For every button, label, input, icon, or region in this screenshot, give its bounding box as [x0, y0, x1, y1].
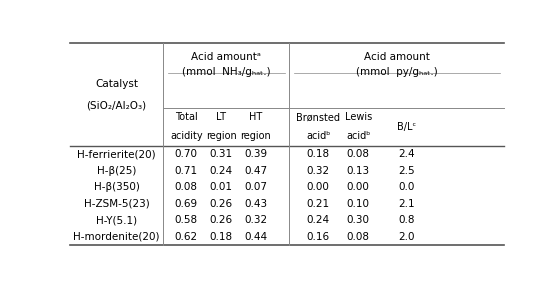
Text: Lewis: Lewis: [344, 112, 372, 122]
Text: 0.26: 0.26: [209, 199, 232, 209]
Text: 0.08: 0.08: [347, 232, 370, 242]
Text: 0.01: 0.01: [209, 182, 232, 192]
Text: 0.58: 0.58: [175, 215, 198, 225]
Text: 0.43: 0.43: [244, 199, 267, 209]
Text: LT: LT: [216, 112, 226, 122]
Text: 2.4: 2.4: [398, 149, 414, 159]
Text: 0.10: 0.10: [347, 199, 370, 209]
Text: Catalyst: Catalyst: [95, 79, 138, 89]
Text: 0.08: 0.08: [175, 182, 198, 192]
Text: 0.8: 0.8: [398, 215, 414, 225]
Text: 0.71: 0.71: [175, 166, 198, 176]
Text: 0.08: 0.08: [347, 149, 370, 159]
Text: 0.69: 0.69: [175, 199, 198, 209]
Text: H-ZSM-5(23): H-ZSM-5(23): [83, 199, 150, 209]
Text: 2.5: 2.5: [398, 166, 414, 176]
Text: 0.07: 0.07: [244, 182, 267, 192]
Text: acidity: acidity: [170, 131, 203, 141]
Text: 0.13: 0.13: [347, 166, 370, 176]
Text: 0.44: 0.44: [244, 232, 267, 242]
Text: Brønsted: Brønsted: [296, 112, 340, 122]
Text: 0.00: 0.00: [307, 182, 330, 192]
Text: 0.39: 0.39: [244, 149, 267, 159]
Text: 2.1: 2.1: [398, 199, 414, 209]
Text: 0.00: 0.00: [347, 182, 370, 192]
Text: Acid amount: Acid amount: [363, 52, 430, 62]
Text: Total: Total: [175, 112, 198, 122]
Text: H-β(350): H-β(350): [94, 182, 139, 192]
Text: (mmol  py/gₕₐₜ.): (mmol py/gₕₐₜ.): [356, 66, 437, 76]
Text: HT: HT: [249, 112, 263, 122]
Text: acidᵇ: acidᵇ: [306, 131, 330, 141]
Text: (mmol  NH₃/gₕₐₜ.): (mmol NH₃/gₕₐₜ.): [182, 66, 270, 76]
Text: 0.21: 0.21: [307, 199, 330, 209]
Text: 0.32: 0.32: [244, 215, 267, 225]
Text: 0.32: 0.32: [307, 166, 330, 176]
Text: H-ferrierite(20): H-ferrierite(20): [77, 149, 156, 159]
Text: 0.70: 0.70: [175, 149, 198, 159]
Text: 0.16: 0.16: [307, 232, 330, 242]
Text: acidᵇ: acidᵇ: [346, 131, 370, 141]
Text: region: region: [206, 131, 236, 141]
Text: 2.0: 2.0: [398, 232, 414, 242]
Text: 0.0: 0.0: [398, 182, 414, 192]
Text: 0.18: 0.18: [307, 149, 330, 159]
Text: 0.47: 0.47: [244, 166, 267, 176]
Text: 0.30: 0.30: [347, 215, 370, 225]
Text: H-β(25): H-β(25): [97, 166, 136, 176]
Text: region: region: [240, 131, 271, 141]
Text: B/Lᶜ: B/Lᶜ: [397, 122, 416, 132]
Text: (SiO₂/Al₂O₃): (SiO₂/Al₂O₃): [86, 101, 147, 111]
Text: 0.26: 0.26: [209, 215, 232, 225]
Text: 0.62: 0.62: [175, 232, 198, 242]
Text: 0.31: 0.31: [209, 149, 232, 159]
Text: 0.24: 0.24: [209, 166, 232, 176]
Text: Acid amountᵃ: Acid amountᵃ: [192, 52, 261, 62]
Text: H-Y(5.1): H-Y(5.1): [96, 215, 137, 225]
Text: H-mordenite(20): H-mordenite(20): [73, 232, 160, 242]
Text: 0.18: 0.18: [209, 232, 232, 242]
Text: 0.24: 0.24: [307, 215, 330, 225]
